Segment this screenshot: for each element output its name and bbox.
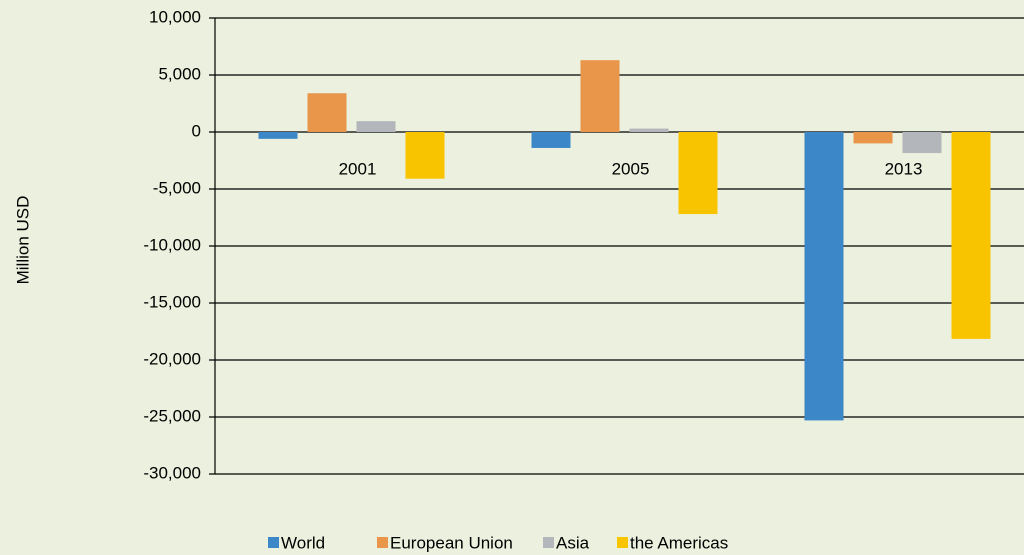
y-tick-label: -5,000 — [153, 178, 201, 197]
bar — [678, 132, 718, 215]
y-tick-label: -20,000 — [143, 349, 201, 368]
bar — [356, 121, 396, 132]
y-axis-label: Million USD — [13, 196, 32, 285]
legend-swatch — [268, 537, 279, 548]
bar — [902, 132, 942, 154]
bar — [580, 60, 620, 132]
y-tick-label: -10,000 — [143, 235, 201, 254]
y-tick-label: -30,000 — [143, 463, 201, 482]
legend-label: European Union — [390, 533, 513, 552]
bar — [853, 132, 893, 144]
legend-swatch — [543, 537, 554, 548]
y-tick-label: -15,000 — [143, 292, 201, 311]
y-tick-label: -25,000 — [143, 406, 201, 425]
bar — [531, 132, 571, 148]
bar — [405, 132, 445, 179]
y-tick-label: 10,000 — [149, 7, 201, 26]
bar — [951, 132, 991, 339]
x-tick-label: 2005 — [612, 159, 650, 178]
legend-swatch — [617, 537, 628, 548]
y-tick-label: 0 — [192, 121, 201, 140]
x-tick-label: 2001 — [339, 159, 377, 178]
legend-swatch — [377, 537, 388, 548]
x-tick-label: 2013 — [885, 159, 923, 178]
bar — [258, 132, 298, 139]
legend-label: World — [281, 533, 325, 552]
legend-label: Asia — [556, 533, 590, 552]
bar — [307, 93, 347, 132]
legend-label: the Americas — [630, 533, 728, 552]
y-tick-label: 5,000 — [158, 64, 201, 83]
bar — [629, 128, 669, 132]
bar — [804, 132, 844, 421]
